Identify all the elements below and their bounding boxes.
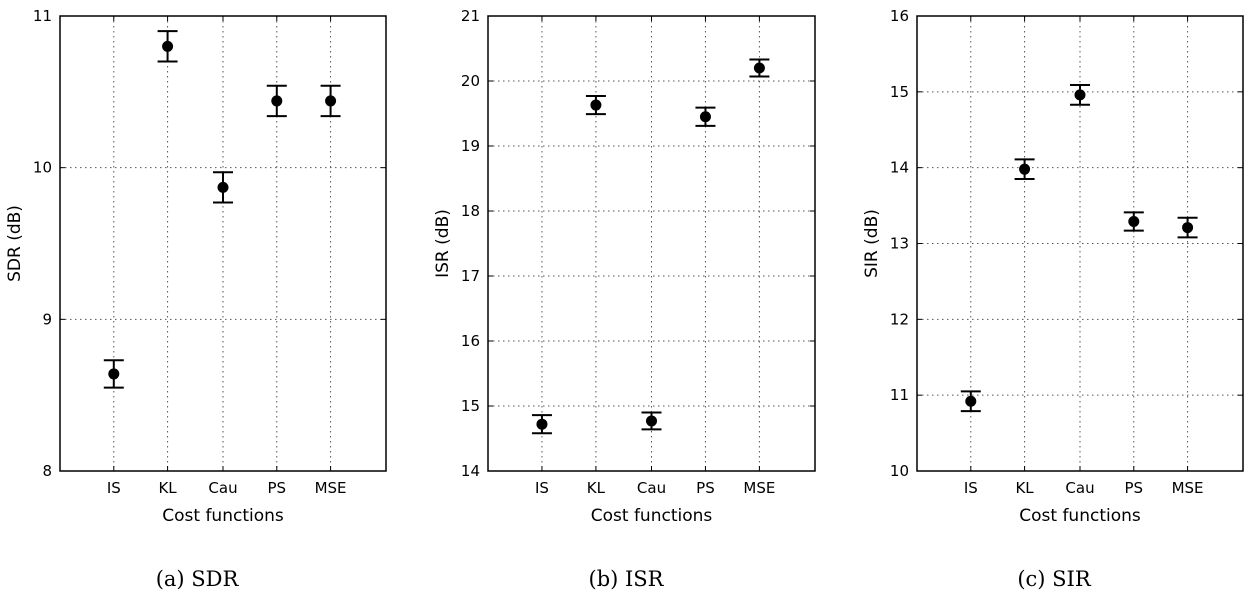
y-tick-label: 21 [461, 7, 480, 25]
chart-panel-sir: 10 11 12 13 14 15 16 IS KL Cau PS MSE Cost functions… [862, 7, 1244, 591]
data-point [108, 368, 120, 380]
x-tick-label: Cau [1065, 479, 1094, 497]
x-tick-label: KL [587, 479, 606, 497]
x-tick-label: MSE [1172, 479, 1204, 497]
y-tick-label: 13 [890, 235, 909, 253]
y-tick-label: 15 [890, 83, 909, 101]
y-tick-label: 19 [461, 137, 480, 155]
x-tick-label: Cau [637, 479, 666, 497]
data-point [162, 40, 174, 52]
y-tick-label: 8 [42, 462, 52, 480]
y-tick-label: 11 [33, 7, 52, 25]
y-tick-label: 16 [461, 332, 480, 350]
y-axis-title: ISR (dB) [433, 209, 453, 278]
data-point [1074, 89, 1086, 101]
data-point [646, 415, 657, 427]
x-tick-label: PS [268, 479, 287, 497]
y-tick-label: 18 [461, 202, 480, 220]
y-tick-label: 14 [890, 159, 909, 177]
data-point [1182, 222, 1194, 234]
plot-frame [487, 15, 816, 472]
y-tick-label: 15 [461, 397, 480, 415]
x-tick-label: IS [535, 479, 549, 497]
y-axis-title: SIR (dB) [862, 209, 882, 278]
data-point [217, 181, 229, 193]
chart-panel-isr: 14 15 16 17 18 19 20 21 IS KL Cau PS MSE Cost functio… [433, 7, 816, 591]
y-tick-label: 9 [42, 310, 52, 328]
x-tick-label: MSE [315, 479, 347, 497]
data-point [1019, 163, 1031, 175]
data-point [325, 95, 337, 107]
y-tick-label: 12 [890, 310, 909, 328]
data-point [1128, 216, 1140, 228]
x-tick-label: IS [964, 479, 978, 497]
data-point [965, 395, 977, 407]
subfigure-caption: (c) SIR [1017, 567, 1092, 591]
x-axis-title: Cost functions [591, 506, 713, 526]
data-point [753, 62, 765, 74]
x-tick-label: PS [1125, 479, 1144, 497]
y-tick-label: 14 [461, 462, 480, 480]
subfigure-caption: (a) SDR [156, 567, 240, 591]
y-axis-title: SDR (dB) [5, 205, 25, 282]
y-tick-label: 20 [461, 72, 480, 90]
y-tick-label: 17 [461, 267, 480, 285]
y-tick-label: 10 [890, 462, 909, 480]
data-point [699, 111, 711, 123]
subfigure-caption: (b) ISR [589, 567, 665, 591]
chart-panel-sdr: 8 9 10 11 IS KL Cau PS MSE Cost functions SDR (dB)… [5, 7, 387, 591]
x-axis-title: Cost functions [162, 506, 284, 526]
y-tick-label: 10 [33, 159, 52, 177]
x-tick-label: KL [1015, 479, 1034, 497]
x-axis-title: Cost functions [1019, 506, 1141, 526]
x-tick-label: IS [107, 479, 121, 497]
data-point [271, 95, 283, 107]
x-tick-label: Cau [208, 479, 237, 497]
y-tick-label: 16 [890, 7, 909, 25]
plot-frame [59, 15, 387, 472]
data-point [590, 99, 602, 111]
data-point [536, 418, 548, 430]
x-tick-label: MSE [743, 479, 775, 497]
y-tick-label: 11 [890, 386, 909, 404]
x-tick-label: PS [696, 479, 715, 497]
x-tick-label: KL [158, 479, 177, 497]
